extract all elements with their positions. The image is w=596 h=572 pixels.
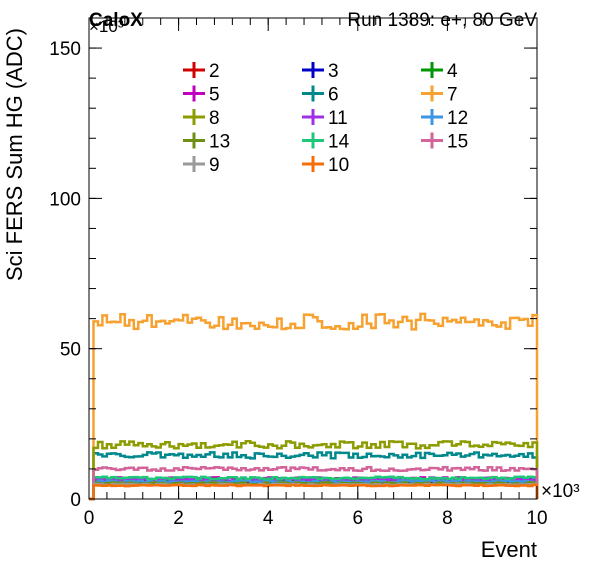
legend-label: 5: [209, 85, 220, 106]
legend-label: 3: [328, 61, 339, 82]
y-axis-title: Sci FERS Sum HG (ADC): [2, 28, 27, 281]
run-info-label: Run 1389: e+, 80 GeV: [347, 10, 537, 31]
x-exponent-label: ×10³: [541, 481, 580, 502]
y-exponent-label: ×10³: [89, 17, 124, 36]
x-tick-label: 4: [263, 508, 274, 529]
series-7-line: [89, 312, 539, 501]
legend-label: 10: [328, 155, 349, 176]
legend-entry-13: 13: [183, 132, 230, 153]
x-tick-label: 10: [526, 508, 547, 529]
series-14-line: [89, 475, 539, 501]
legend-entry-10: 10: [302, 155, 349, 176]
legend-label: 11: [328, 108, 348, 129]
x-tick-label: 6: [353, 508, 364, 529]
legend-label: 7: [447, 85, 458, 106]
legend-entry-2: 2: [183, 61, 220, 82]
legend-label: 14: [328, 132, 350, 153]
series-6-line: [89, 451, 539, 501]
x-axis-title: Event: [481, 537, 537, 562]
legend-label: 13: [209, 132, 230, 153]
series-15-line: [89, 465, 539, 501]
y-tick-label: 100: [49, 189, 81, 210]
legend-entry-3: 3: [302, 61, 339, 82]
legend-entry-5: 5: [183, 85, 220, 106]
legend-label: 2: [209, 61, 220, 82]
legend-entry-9: 9: [183, 155, 220, 176]
series-10-line: [89, 483, 539, 501]
x-tick-label: 8: [442, 508, 453, 529]
series-layer: [89, 312, 539, 501]
legend-label: 4: [447, 61, 458, 82]
legend-entry-11: 11: [302, 108, 348, 129]
legend-entry-4: 4: [421, 61, 458, 82]
legend-entry-6: 6: [302, 85, 339, 106]
legend-label: 9: [209, 155, 220, 176]
legend-entry-14: 14: [302, 132, 350, 153]
legend-label: 12: [447, 108, 468, 129]
legend-entry-7: 7: [421, 85, 458, 106]
x-tick-label: 0: [84, 508, 95, 529]
experiment-label: CaloX: [89, 10, 143, 31]
x-tick-label: 2: [173, 508, 184, 529]
legend-entry-12: 12: [421, 108, 468, 129]
legend-label: 8: [209, 108, 220, 129]
y-tick-label: 50: [60, 340, 81, 361]
legend-entry-8: 8: [183, 108, 220, 129]
legend-entry-15: 15: [421, 132, 468, 153]
legend-label: 6: [328, 85, 339, 106]
legend: 2 3 4 5 6 7 8 11 12 13 14 15 9 10: [183, 61, 468, 176]
y-tick-label: 0: [70, 490, 81, 511]
y-tick-label: 150: [49, 39, 81, 60]
legend-label: 15: [447, 132, 468, 153]
series-8-line: [89, 440, 539, 501]
